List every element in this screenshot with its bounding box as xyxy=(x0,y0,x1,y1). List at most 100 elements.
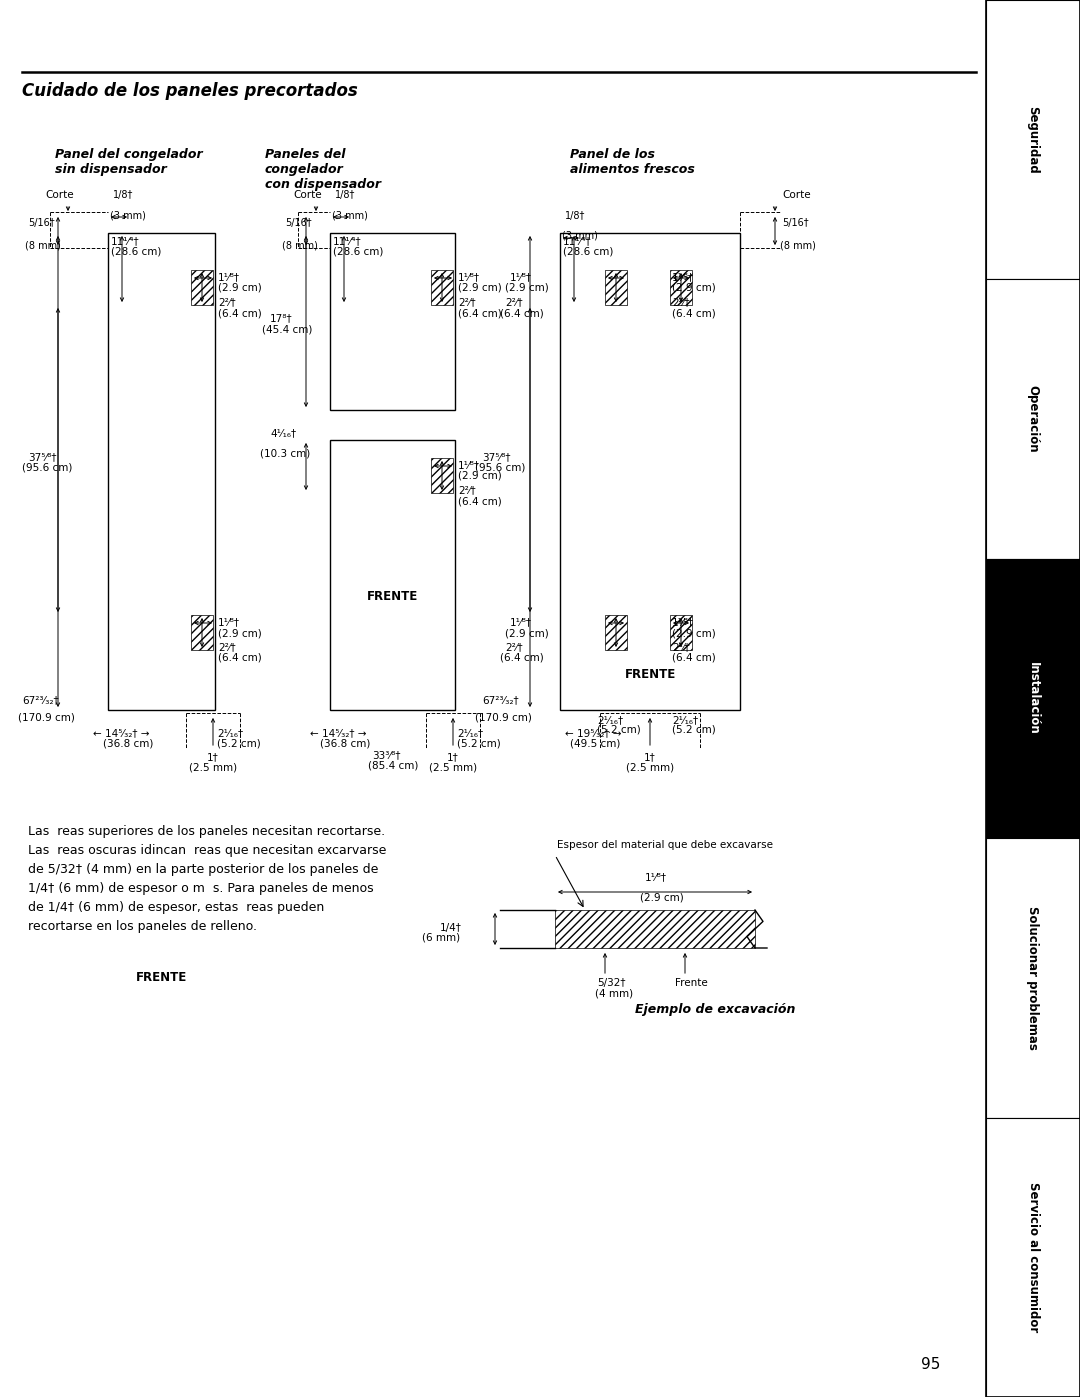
Text: (8 mm): (8 mm) xyxy=(25,240,60,250)
Bar xyxy=(330,440,455,710)
Text: (3 mm): (3 mm) xyxy=(562,231,598,242)
Text: 17⁸†: 17⁸† xyxy=(270,313,293,324)
Text: Las  reas oscuras idincan  reas que necesitan excarvarse: Las reas oscuras idincan reas que necesi… xyxy=(28,844,387,856)
Text: (95.6 cm): (95.6 cm) xyxy=(475,462,525,474)
Text: 1/4†: 1/4† xyxy=(441,923,462,933)
Text: (5.2 cm): (5.2 cm) xyxy=(597,725,640,735)
Bar xyxy=(986,838,1080,1118)
Text: (5.2 cm): (5.2 cm) xyxy=(672,725,716,735)
Text: 4¹⁄₁₆†: 4¹⁄₁₆† xyxy=(270,427,296,439)
Text: 2¹⁄₁₆†: 2¹⁄₁₆† xyxy=(597,715,623,725)
Text: recortarse en los paneles de relleno.: recortarse en los paneles de relleno. xyxy=(28,921,257,933)
Text: (2.5 mm): (2.5 mm) xyxy=(189,761,238,773)
Text: (49.5 cm): (49.5 cm) xyxy=(570,738,620,747)
Text: 5/16†: 5/16† xyxy=(285,218,312,228)
Text: (170.9 cm): (170.9 cm) xyxy=(18,712,75,724)
Text: ← 19⁵⁄₃₂† →: ← 19⁵⁄₃₂† → xyxy=(565,728,621,738)
Text: Cuidado de los paneles precortados: Cuidado de los paneles precortados xyxy=(22,82,357,101)
Text: Las  reas superiores de los paneles necesitan recortarse.: Las reas superiores de los paneles neces… xyxy=(28,826,386,838)
Text: (6.4 cm): (6.4 cm) xyxy=(458,496,502,506)
Text: Corte: Corte xyxy=(293,190,322,200)
Text: (170.9 cm): (170.9 cm) xyxy=(475,712,531,724)
Text: (2.9 cm): (2.9 cm) xyxy=(218,284,261,293)
Bar xyxy=(670,615,692,650)
Text: 1†: 1† xyxy=(644,752,656,761)
Text: (6.4 cm): (6.4 cm) xyxy=(672,307,716,319)
Text: (45.4 cm): (45.4 cm) xyxy=(262,324,312,334)
Text: (2.9 cm): (2.9 cm) xyxy=(505,629,549,638)
Text: (36.8 cm): (36.8 cm) xyxy=(320,738,370,747)
Text: (28.6 cm): (28.6 cm) xyxy=(333,247,383,257)
Text: (6.4 cm): (6.4 cm) xyxy=(500,307,543,319)
Text: ← 14⁵⁄₃₂† →: ← 14⁵⁄₃₂† → xyxy=(310,728,366,738)
Text: (8 mm): (8 mm) xyxy=(282,240,318,250)
Text: 1¹⁄⁸†: 1¹⁄⁸† xyxy=(458,460,480,469)
Text: (2.9 cm): (2.9 cm) xyxy=(640,893,684,902)
Bar xyxy=(986,559,1080,838)
Text: (3 mm): (3 mm) xyxy=(332,210,368,219)
Text: 11¹⁄⁴†: 11¹⁄⁴† xyxy=(333,236,362,246)
Bar xyxy=(670,270,692,305)
Text: 1†: 1† xyxy=(447,752,459,761)
Text: 2²⁄†: 2²⁄† xyxy=(505,643,523,652)
Text: (10.3 cm): (10.3 cm) xyxy=(260,448,310,460)
Text: 1¹⁄⁸†: 1¹⁄⁸† xyxy=(510,617,532,627)
Text: Seguridad: Seguridad xyxy=(1026,106,1039,173)
Text: 1/8†: 1/8† xyxy=(113,190,133,200)
Text: con dispensador: con dispensador xyxy=(265,177,381,191)
Text: 2²⁄†: 2²⁄† xyxy=(505,298,523,307)
Text: ← 14⁵⁄₃₂† →: ← 14⁵⁄₃₂† → xyxy=(93,728,149,738)
Text: 2¹⁄₁₆†: 2¹⁄₁₆† xyxy=(457,728,483,738)
Text: 2²⁄†: 2²⁄† xyxy=(672,298,690,307)
Bar xyxy=(986,279,1080,559)
Text: 95: 95 xyxy=(921,1356,941,1372)
Text: 2²⁄†: 2²⁄† xyxy=(458,485,475,495)
Text: 2²⁄†: 2²⁄† xyxy=(218,643,235,652)
Text: (2.9 cm): (2.9 cm) xyxy=(672,284,716,293)
Text: 11¹⁄⁴†: 11¹⁄⁴† xyxy=(111,236,139,246)
Text: 11¹⁄⁴†: 11¹⁄⁴† xyxy=(563,236,592,246)
Text: 1/8†: 1/8† xyxy=(565,211,585,221)
Bar xyxy=(986,0,1080,279)
Text: 2¹⁄₁₆†: 2¹⁄₁₆† xyxy=(672,715,698,725)
Text: FRENTE: FRENTE xyxy=(136,971,187,983)
Text: (2.5 mm): (2.5 mm) xyxy=(429,761,477,773)
Text: Servicio al consumidor: Servicio al consumidor xyxy=(1026,1182,1039,1333)
Text: (36.8 cm): (36.8 cm) xyxy=(103,738,153,747)
Text: 37⁵⁄⁸†: 37⁵⁄⁸† xyxy=(482,453,511,462)
Text: Solucionar problemas: Solucionar problemas xyxy=(1026,907,1039,1049)
Bar xyxy=(605,270,627,305)
Bar xyxy=(191,615,213,650)
Text: (2.9 cm): (2.9 cm) xyxy=(505,284,549,293)
Bar xyxy=(561,233,740,710)
Text: 1/4† (6 mm) de espesor o m  s. Para paneles de menos: 1/4† (6 mm) de espesor o m s. Para panel… xyxy=(28,882,374,895)
Bar xyxy=(555,909,755,949)
Text: 2²⁄†: 2²⁄† xyxy=(218,298,235,307)
Text: Corte: Corte xyxy=(782,190,811,200)
Bar xyxy=(986,0,1080,1397)
Bar xyxy=(986,1118,1080,1397)
Text: 67²³⁄₃₂†: 67²³⁄₃₂† xyxy=(22,694,58,705)
Text: (2.9 cm): (2.9 cm) xyxy=(458,471,502,481)
Bar xyxy=(431,270,453,305)
Text: 2¹⁄₁₆†: 2¹⁄₁₆† xyxy=(217,728,243,738)
Text: Paneles del: Paneles del xyxy=(265,148,346,161)
Text: 1¹⁄⁸†: 1¹⁄⁸† xyxy=(645,872,667,882)
Text: 5/32†: 5/32† xyxy=(597,978,625,988)
Text: 1†: 1† xyxy=(207,752,219,761)
Text: 33³⁄⁸†: 33³⁄⁸† xyxy=(373,750,401,760)
Text: 1¹⁄⁸†: 1¹⁄⁸† xyxy=(672,272,694,282)
Text: congelador: congelador xyxy=(265,163,343,176)
Text: Frente: Frente xyxy=(675,978,707,988)
Text: (2.9 cm): (2.9 cm) xyxy=(218,629,261,638)
Text: Espesor del material que debe excavarse: Espesor del material que debe excavarse xyxy=(557,840,773,849)
Text: (28.6 cm): (28.6 cm) xyxy=(563,247,613,257)
Text: de 1/4† (6 mm) de espesor, estas  reas pueden: de 1/4† (6 mm) de espesor, estas reas pu… xyxy=(28,901,324,914)
Text: Corte: Corte xyxy=(45,190,73,200)
Bar xyxy=(191,270,213,305)
Text: (3 mm): (3 mm) xyxy=(110,210,146,219)
Text: 1¹⁄⁸†: 1¹⁄⁸† xyxy=(510,272,532,282)
Text: 67²³⁄₃₂†: 67²³⁄₃₂† xyxy=(482,694,518,705)
Text: de 5/32† (4 mm) en la parte posterior de los paneles de: de 5/32† (4 mm) en la parte posterior de… xyxy=(28,863,378,876)
Text: (2.5 mm): (2.5 mm) xyxy=(626,761,674,773)
